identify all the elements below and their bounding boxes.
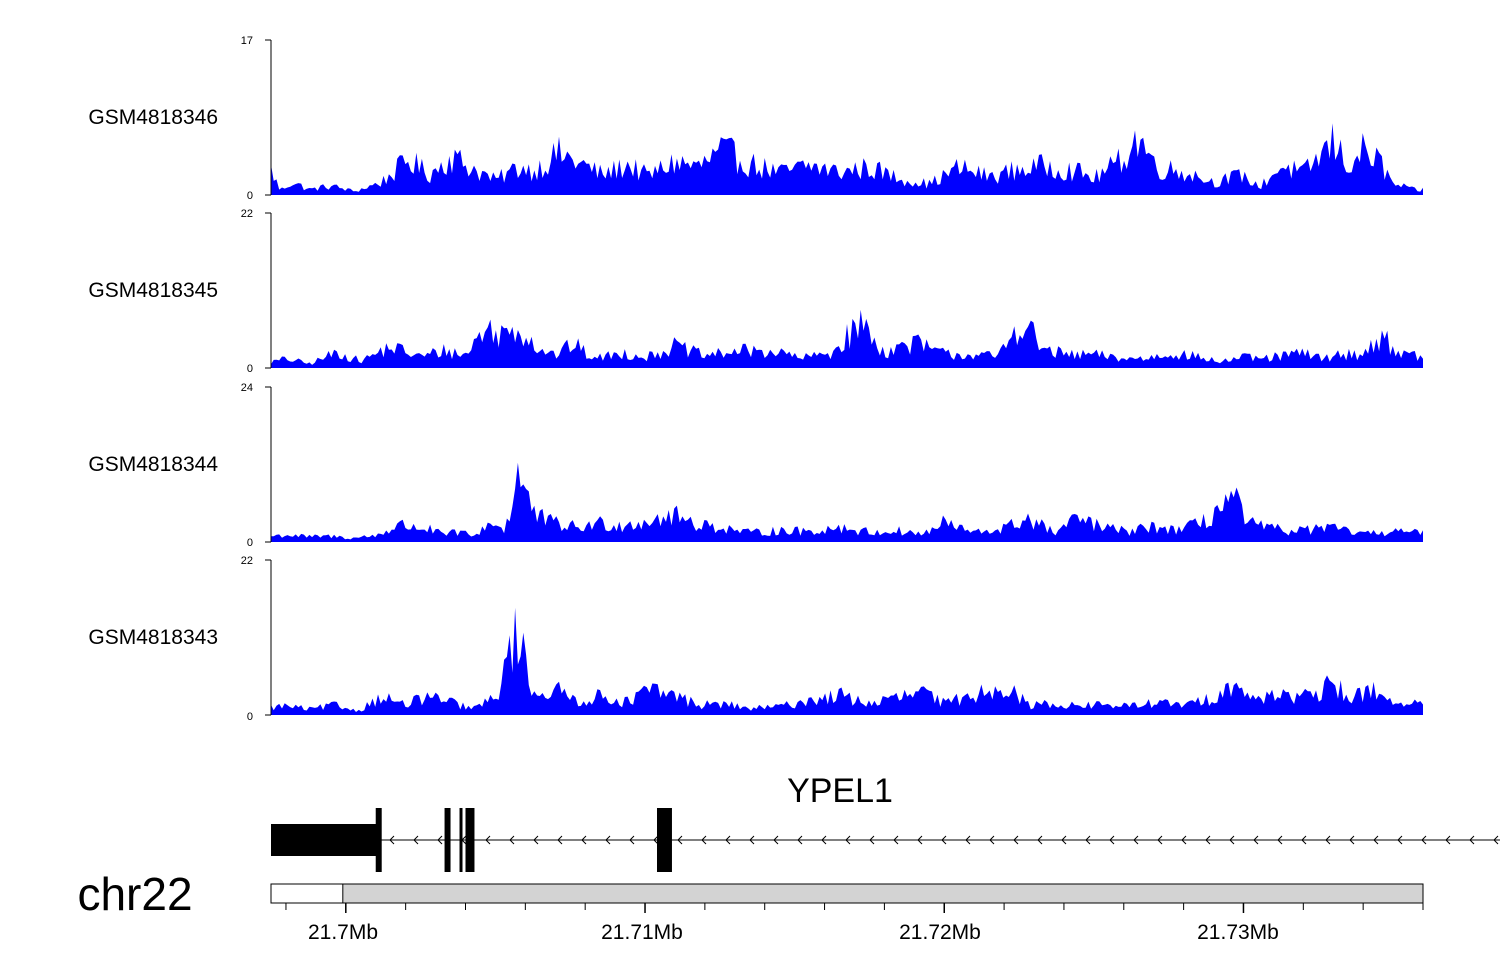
strand-arrow [1013, 835, 1019, 845]
track-label: GSM4818345 [88, 279, 218, 302]
strand-arrow [1277, 835, 1283, 845]
exon-block [459, 808, 463, 872]
strand-arrow [1133, 835, 1139, 845]
signal-track: GSM4818344 24 0 [88, 382, 1423, 549]
ideogram-band-gray [342, 883, 1424, 904]
strand-arrow [1109, 835, 1115, 845]
strand-arrow [773, 835, 779, 845]
strand-arrow [557, 835, 563, 845]
y-min-tick-label: 0 [247, 190, 253, 202]
strand-arrow [509, 835, 515, 845]
strand-arrow [1061, 835, 1067, 845]
utr-block [271, 824, 379, 856]
strand-arrow [725, 835, 731, 845]
strand-arrow [1157, 835, 1163, 845]
strand-arrow [1397, 835, 1403, 845]
signal-track: GSM4818346 17 0 [88, 35, 1423, 202]
strand-arrow [1469, 835, 1475, 845]
strand-arrow [389, 835, 395, 845]
y-max-tick-label: 22 [241, 208, 253, 220]
strand-arrow [1037, 835, 1043, 845]
strand-arrow [581, 835, 587, 845]
strand-arrow [677, 835, 683, 845]
x-tick-label: 21.71Mb [601, 921, 683, 944]
strand-arrow [1325, 835, 1331, 845]
y-max-tick-label: 17 [241, 35, 253, 47]
strand-arrow [1421, 835, 1427, 845]
strand-arrow [845, 835, 851, 845]
strand-arrow [653, 835, 659, 845]
exon-block [465, 808, 475, 872]
strand-arrow [917, 835, 923, 845]
strand-arrow [1373, 835, 1379, 845]
y-max-tick-label: 22 [241, 555, 253, 567]
x-tick-label: 21.73Mb [1197, 921, 1279, 944]
strand-arrow [629, 835, 635, 845]
strand-arrow [797, 835, 803, 845]
strand-arrow [821, 835, 827, 845]
genomic-axis: 21.7Mb 21.71Mb 21.72Mb 21.73Mb [285, 903, 1424, 944]
signal-area [271, 607, 1423, 715]
signal-track: GSM4818345 22 0 [88, 208, 1423, 375]
x-tick-label: 21.72Mb [899, 921, 981, 944]
track-label: GSM4818343 [88, 626, 218, 649]
strand-arrow [965, 835, 971, 845]
strand-arrow [1493, 835, 1499, 845]
chromosome-ideogram: chr22 [77, 868, 1424, 920]
strand-arrow [1229, 835, 1235, 845]
strand-arrow [1205, 835, 1211, 845]
strand-arrow [413, 835, 419, 845]
y-max-tick-label: 24 [241, 382, 253, 394]
strand-arrow [533, 835, 539, 845]
strand-arrow [941, 835, 947, 845]
strand-arrow [701, 835, 707, 845]
y-min-tick-label: 0 [247, 363, 253, 375]
strand-arrow [869, 835, 875, 845]
strand-arrow [1301, 835, 1307, 845]
strand-arrow [749, 835, 755, 845]
strand-arrow [1085, 835, 1091, 845]
x-tick-label: 21.7Mb [308, 921, 378, 944]
exon-block [375, 808, 382, 872]
track-label: GSM4818346 [88, 106, 218, 129]
strand-arrow [989, 835, 995, 845]
signal-area [271, 123, 1423, 195]
strand-arrow [1349, 835, 1355, 845]
strand-arrow [437, 835, 443, 845]
y-min-tick-label: 0 [247, 537, 253, 549]
signal-area [271, 309, 1423, 368]
strand-arrow [893, 835, 899, 845]
strand-arrow [1181, 835, 1187, 845]
signal-tracks: GSM4818346 17 0 GSM4818345 22 0 GSM48183… [88, 35, 1423, 723]
exon-block [444, 808, 451, 872]
chromosome-name: chr22 [77, 868, 192, 920]
signal-track: GSM4818343 22 0 [88, 555, 1423, 723]
strand-arrow [605, 835, 611, 845]
gene-track: YPEL1 [271, 772, 1500, 872]
strand-arrow [1253, 835, 1259, 845]
strand-arrow [485, 835, 491, 845]
strand-arrow [1445, 835, 1451, 845]
signal-area [271, 462, 1423, 542]
gene-name: YPEL1 [787, 772, 893, 810]
y-min-tick-label: 0 [247, 711, 253, 723]
track-label: GSM4818344 [88, 453, 218, 476]
exon-block [662, 808, 672, 872]
